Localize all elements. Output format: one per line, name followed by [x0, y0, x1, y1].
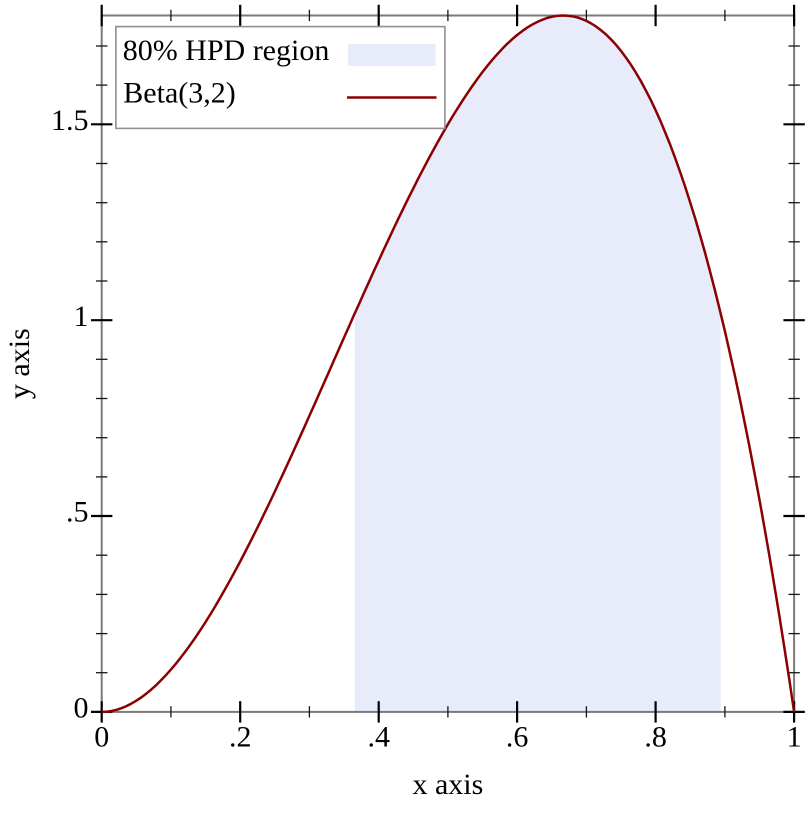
svg-text:.4: .4: [367, 721, 390, 754]
svg-text:x axis: x axis: [412, 768, 483, 801]
svg-text:0: 0: [94, 721, 109, 754]
svg-text:1.5: 1.5: [51, 104, 89, 137]
svg-text:.2: .2: [229, 721, 252, 754]
svg-text:.5: .5: [66, 496, 89, 529]
svg-text:80% HPD region: 80% HPD region: [123, 34, 330, 67]
svg-text:0: 0: [74, 692, 89, 725]
svg-text:y axis: y axis: [3, 328, 36, 399]
svg-text:Beta(3,2): Beta(3,2): [123, 77, 235, 110]
svg-text:.6: .6: [506, 721, 529, 754]
svg-text:.8: .8: [644, 721, 667, 754]
svg-text:1: 1: [787, 721, 802, 754]
svg-text:1: 1: [74, 300, 89, 333]
